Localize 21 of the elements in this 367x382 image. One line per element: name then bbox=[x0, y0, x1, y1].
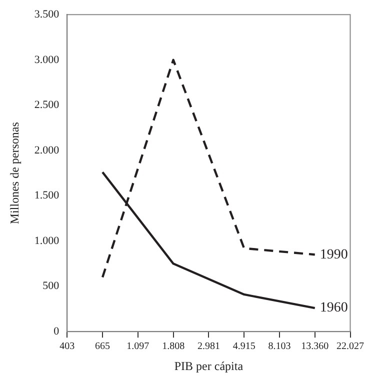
y-tick-label: 2.500 bbox=[34, 99, 60, 112]
x-tick-label: 4.915 bbox=[232, 341, 256, 352]
x-axis-title: PIB per cápita bbox=[174, 358, 244, 373]
y-tick-label: 1.000 bbox=[34, 234, 60, 247]
x-tick-label: 403 bbox=[60, 341, 75, 352]
x-tick-label: 22.027 bbox=[336, 341, 364, 352]
series-label: 1960 bbox=[320, 300, 348, 316]
x-tick-label: 1.808 bbox=[162, 341, 185, 352]
y-tick-label: 1.500 bbox=[34, 190, 60, 202]
x-tick-label: 13.360 bbox=[301, 341, 329, 352]
x-tick-label: 8.103 bbox=[268, 341, 291, 352]
y-tick-label: 500 bbox=[42, 280, 60, 292]
y-tick-label: 3.500 bbox=[34, 8, 60, 20]
y-tick-label: 0 bbox=[54, 325, 60, 338]
y-axis-title: Millones de personas bbox=[7, 122, 22, 224]
x-tick-label: 2.981 bbox=[197, 341, 220, 352]
x-tick-label: 665 bbox=[95, 341, 110, 352]
y-tick-label: 3.000 bbox=[34, 54, 60, 66]
series-label: 1990 bbox=[320, 247, 348, 262]
y-tick-label: 2.000 bbox=[34, 144, 60, 156]
x-tick-label: 1.097 bbox=[126, 341, 150, 352]
